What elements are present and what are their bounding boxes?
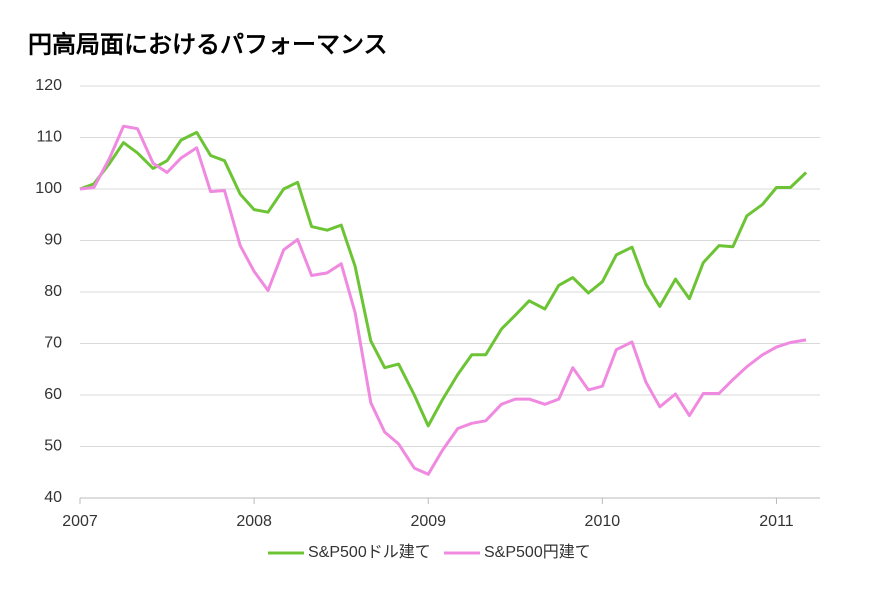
y-tick-label: 50 [44, 438, 62, 455]
y-tick-label: 40 [44, 489, 62, 506]
x-tick-label: 2010 [585, 513, 621, 530]
series-line [79, 130, 808, 428]
y-tick-label: 70 [44, 335, 62, 352]
series-line [79, 124, 807, 476]
y-tick-label: 60 [44, 386, 62, 403]
y-tick-label: 120 [35, 77, 62, 94]
y-tick-label: 110 [36, 129, 62, 146]
x-tick-label: 2009 [410, 513, 446, 530]
chart-title: 円高局面におけるパフォーマンス [28, 30, 388, 58]
y-tick-label: 100 [35, 180, 62, 197]
legend-label: S&P500円建て [484, 543, 591, 561]
legend-label: S&P500ドル建て [308, 543, 431, 561]
x-tick-label: 2008 [236, 513, 272, 530]
x-tick-label: 2007 [62, 513, 98, 530]
y-tick-label: 90 [44, 232, 62, 249]
x-tick-label: 2011 [759, 513, 794, 530]
y-tick-label: 80 [44, 283, 62, 300]
